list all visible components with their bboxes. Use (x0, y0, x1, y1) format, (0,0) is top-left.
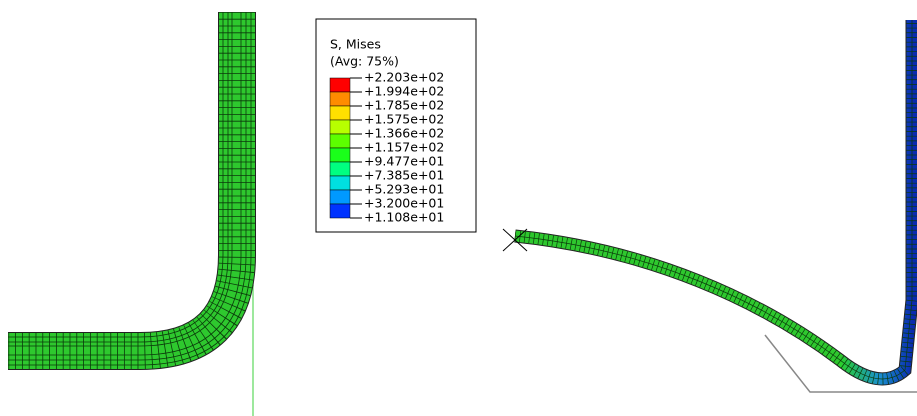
legend-subtitle: (Avg: 75%) (330, 54, 399, 69)
legend: S, Mises (Avg: 75%) +2.203e+02+1.994e+02… (316, 19, 476, 232)
color-band (330, 92, 350, 106)
legend-label: +1.575e+02 (364, 112, 444, 127)
legend-label: +1.108e+01 (364, 210, 444, 225)
legend-label: +2.203e+02 (364, 70, 444, 85)
mesh-lines (515, 20, 912, 379)
legend-label: +1.994e+02 (364, 84, 444, 99)
color-band (330, 204, 350, 218)
mesh-body (515, 236, 840, 360)
color-band (330, 106, 350, 120)
legend-label: +3.200e+01 (364, 196, 444, 211)
legend-label: +5.293e+01 (364, 182, 444, 197)
color-band (330, 162, 350, 176)
color-band (330, 120, 350, 134)
color-band (330, 148, 350, 162)
legend-label: +1.785e+02 (364, 98, 444, 113)
color-band (330, 190, 350, 204)
right-mesh (503, 20, 917, 392)
legend-label: +7.385e+01 (364, 168, 444, 183)
legend-label: +1.366e+02 (364, 126, 444, 141)
legend-label: +9.477e+01 (364, 154, 444, 169)
color-band (330, 176, 350, 190)
color-band (330, 78, 350, 92)
mesh-outline (8, 12, 237, 351)
mesh-midline (515, 20, 912, 379)
legend-title: S, Mises (330, 37, 381, 52)
mesh-body (8, 12, 237, 351)
mesh-lines (8, 12, 237, 351)
mesh-outline (515, 20, 912, 379)
stress-zone (840, 20, 912, 379)
left-mesh (8, 12, 253, 416)
legend-label: +1.157e+02 (364, 140, 444, 155)
viewport: S, Mises (Avg: 75%) +2.203e+02+1.994e+02… (0, 0, 917, 416)
color-band (330, 134, 350, 148)
